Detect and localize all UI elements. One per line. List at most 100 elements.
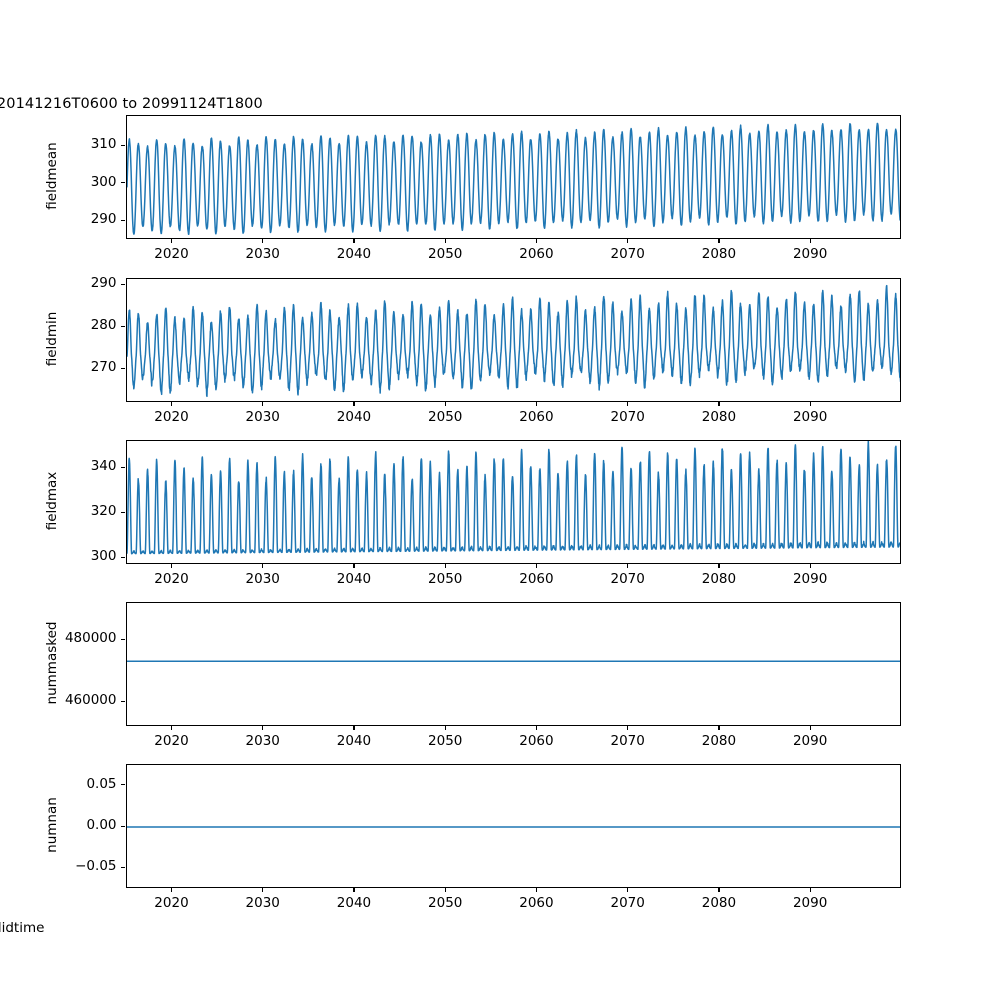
plot-panel-fieldmax	[125, 440, 901, 564]
x-tick-label: 2070	[610, 895, 645, 911]
x-tick-label: 2030	[245, 895, 280, 911]
series-line-nummasked	[126, 660, 900, 663]
x-tick-mark	[535, 564, 538, 569]
x-tick-mark	[444, 564, 446, 569]
x-tick-label: 2090	[792, 733, 828, 749]
x-tick-mark	[809, 564, 811, 569]
x-tick-mark	[809, 402, 811, 407]
x-tick-mark	[353, 726, 355, 731]
x-tick-mark	[170, 726, 173, 731]
series-line-numnan	[126, 826, 900, 828]
x-tick-mark	[170, 888, 173, 893]
x-tick-label: 2070	[610, 409, 645, 425]
x-tick-mark	[535, 726, 538, 731]
x-tick-mark	[627, 564, 629, 569]
plot-panel-nummasked	[125, 602, 901, 726]
x-tick-mark	[535, 888, 538, 893]
x-tick-label: 2080	[701, 246, 737, 262]
x-tick-mark	[718, 239, 720, 244]
x-tick-label: 2050	[428, 895, 463, 911]
plot-panel-numnan	[125, 764, 901, 888]
x-tick-mark	[262, 726, 264, 731]
x-tick-label: 2070	[610, 571, 645, 587]
x-tick-label: 2020	[154, 895, 189, 911]
x-tick-mark	[718, 726, 720, 731]
y-tick-mark	[121, 866, 126, 868]
plot-panel-fieldmean	[125, 115, 901, 239]
x-tick-label: 2020	[154, 409, 189, 425]
y-tick-mark	[121, 700, 126, 702]
y-tick-mark	[121, 144, 126, 146]
y-tick-mark	[121, 466, 126, 468]
y-tick-label: 290	[90, 275, 117, 292]
figure-title-text: tsl, lev=0.0509999990463256, 20141216T06…	[0, 96, 263, 112]
x-tick-label: 2060	[519, 895, 554, 911]
y-tick-label: 480000	[64, 630, 117, 647]
x-tick-mark	[535, 402, 538, 407]
y-tick-label: −0.05	[75, 858, 117, 875]
x-axis-label: validtime	[0, 920, 45, 936]
x-tick-label: 2050	[428, 733, 463, 749]
x-tick-label: 2090	[792, 895, 828, 911]
x-tick-label: 2020	[154, 733, 189, 749]
y-tick-label: 0.00	[86, 817, 117, 833]
y-tick-label: 300	[90, 173, 117, 190]
x-tick-label: 2070	[610, 733, 645, 749]
x-tick-label: 2050	[428, 246, 463, 262]
x-tick-label: 2090	[792, 571, 828, 587]
x-tick-mark	[170, 239, 173, 244]
x-tick-label: 2040	[336, 246, 372, 262]
x-tick-mark	[535, 239, 538, 244]
y-tick-label: 460000	[64, 692, 117, 709]
x-tick-label: 2090	[792, 246, 828, 262]
x-tick-label: 2050	[428, 409, 463, 425]
x-tick-label: 2020	[154, 246, 189, 262]
plot-panel-fieldmin	[125, 278, 901, 402]
y-tick-label: 0.05	[86, 775, 117, 792]
x-tick-mark	[262, 239, 264, 244]
x-tick-label: 2040	[336, 895, 372, 911]
x-tick-mark	[718, 402, 720, 407]
x-tick-mark	[627, 888, 629, 893]
x-tick-mark	[262, 402, 264, 407]
x-tick-label: 2030	[245, 246, 280, 262]
series-line-fieldmean	[126, 122, 900, 235]
y-tick-mark	[121, 182, 126, 184]
x-tick-mark	[809, 239, 811, 244]
x-tick-label: 2080	[701, 409, 737, 425]
y-tick-mark	[121, 556, 126, 558]
x-tick-mark	[262, 564, 264, 569]
series-line-fieldmin	[126, 284, 900, 398]
figure-title: tsl, lev=0.0509999990463256, 20141216T06…	[0, 96, 1000, 112]
x-tick-label: 2060	[519, 246, 554, 262]
y-tick-mark	[121, 511, 126, 513]
x-tick-mark	[444, 402, 446, 407]
y-tick-mark	[121, 638, 126, 640]
x-tick-label: 2090	[792, 409, 828, 425]
y-tick-mark	[121, 283, 126, 285]
x-tick-mark	[353, 402, 355, 407]
x-tick-mark	[627, 239, 629, 244]
x-tick-mark	[444, 726, 446, 731]
axes-frame-fieldmean	[125, 115, 901, 239]
y-tick-mark	[121, 367, 126, 369]
y-tick-label: 310	[90, 136, 117, 153]
x-tick-mark	[718, 564, 720, 569]
x-tick-mark	[627, 726, 629, 731]
x-tick-mark	[809, 888, 811, 893]
axes-frame-nummasked	[125, 602, 901, 726]
y-tick-label: 300	[90, 548, 117, 565]
y-axis-label-numnan: numnan	[43, 797, 60, 853]
y-tick-mark	[121, 219, 126, 221]
x-tick-label: 2030	[245, 409, 280, 425]
axes-frame-fieldmin	[125, 278, 901, 402]
x-tick-mark	[444, 888, 446, 893]
x-tick-label: 2050	[428, 571, 463, 587]
x-tick-label: 2070	[610, 246, 645, 262]
x-tick-label: 2060	[519, 409, 554, 425]
x-tick-label: 2030	[245, 571, 280, 587]
x-tick-label: 2020	[154, 571, 189, 587]
axes-frame-fieldmax	[125, 440, 901, 564]
x-tick-mark	[353, 564, 355, 569]
